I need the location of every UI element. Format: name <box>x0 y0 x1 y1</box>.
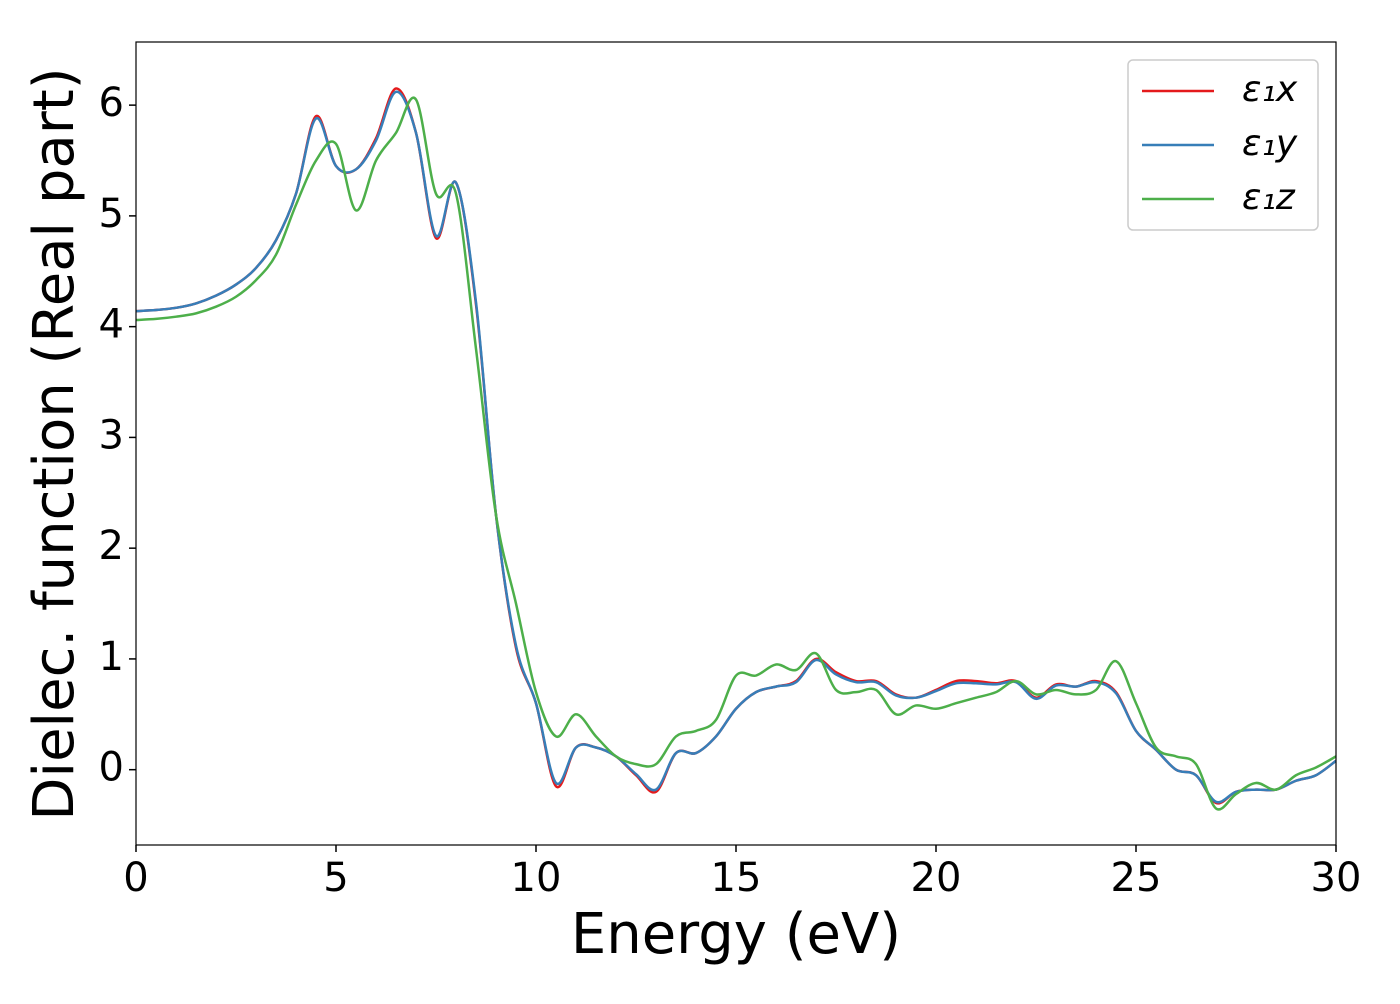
x-tick-label: 5 <box>323 855 348 901</box>
legend-label: ε₁z <box>1242 177 1296 218</box>
legend-label: ε₁y <box>1242 123 1298 164</box>
y-tick-label: 5 <box>99 191 124 237</box>
x-tick-label: 15 <box>711 855 762 901</box>
series-line <box>136 96 1336 811</box>
y-tick-label: 0 <box>99 745 124 791</box>
y-tick-label: 4 <box>99 302 124 348</box>
y-tick-label: 6 <box>99 80 124 126</box>
x-tick-label: 10 <box>511 855 562 901</box>
series-line <box>136 90 1336 804</box>
legend-box <box>1127 59 1319 231</box>
y-tick-label: 2 <box>99 523 124 569</box>
y-axis-label: Dielec. function (Real part) <box>22 67 87 820</box>
x-tick-label: 20 <box>911 855 962 901</box>
legend-label: ε₁x <box>1242 69 1298 110</box>
y-tick-label: 3 <box>99 412 124 458</box>
x-tick-label: 25 <box>1111 855 1162 901</box>
y-tick-label: 1 <box>99 634 124 680</box>
x-tick-label: 30 <box>1311 855 1362 901</box>
plot-frame <box>135 41 1337 846</box>
x-axis-label: Energy (eV) <box>571 902 901 967</box>
x-tick-label: 0 <box>123 855 148 901</box>
